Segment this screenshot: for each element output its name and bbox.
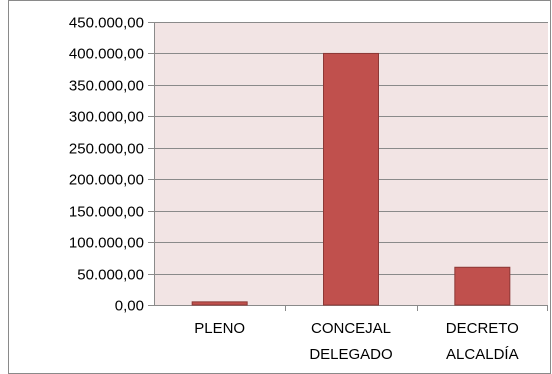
- x-category-label: CONCEJAL DELEGADO: [309, 320, 392, 363]
- y-tick-labels: 0,00 50.000,00 100.000,00 150.000,00 200.000…: [69, 15, 144, 315]
- bar: [191, 301, 248, 306]
- bar: [454, 266, 511, 306]
- x-category-label: PLENO: [194, 320, 245, 337]
- y-tick-label: 50.000,00: [77, 267, 144, 284]
- y-tick-label: 400.000,00: [69, 46, 144, 63]
- y-tick-label: 100.000,00: [69, 235, 144, 252]
- y-tick-label: 300.000,00: [69, 109, 144, 126]
- bar: [323, 52, 379, 306]
- y-tick-label: 0,00: [115, 298, 144, 315]
- x-category-labels: PLENO CONCEJAL DELEGADO DECRETO ALCALDÍA: [194, 320, 519, 363]
- y-tick-label: 450.000,00: [69, 15, 144, 32]
- x-category-label: DECRETO ALCALDÍA: [446, 320, 519, 363]
- y-tick-label: 250.000,00: [69, 141, 144, 158]
- y-tick-label: 350.000,00: [69, 78, 144, 95]
- y-tick-label: 200.000,00: [69, 172, 144, 189]
- bars: [191, 52, 511, 306]
- y-tick-label: 150.000,00: [69, 204, 144, 221]
